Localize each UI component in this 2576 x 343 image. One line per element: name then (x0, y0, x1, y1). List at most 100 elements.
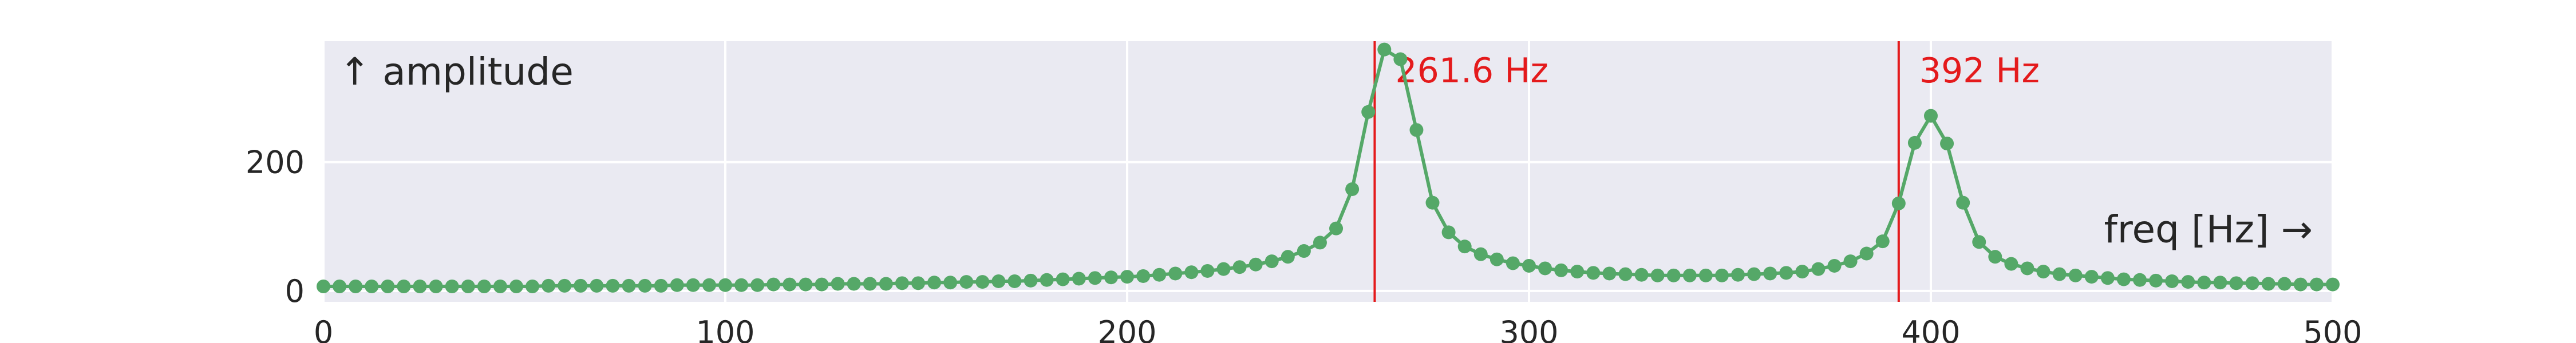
axis-tick-labels: 0 100 200 300 400 500 0 200 (246, 145, 2362, 343)
data-point (815, 277, 829, 292)
data-point (2277, 277, 2291, 291)
data-point (333, 279, 347, 293)
data-point (718, 278, 732, 292)
data-point (1731, 268, 1745, 282)
data-point (991, 274, 1006, 288)
x-tick-label: 0 (314, 314, 333, 343)
data-point (1779, 266, 1793, 280)
data-point (590, 278, 604, 293)
data-point (1313, 236, 1327, 250)
data-point (1040, 273, 1054, 287)
data-point (1843, 254, 1858, 269)
data-point (1811, 262, 1826, 276)
data-point (895, 276, 909, 290)
data-point (1152, 268, 1167, 282)
data-point (445, 279, 459, 293)
data-point (1586, 266, 1601, 280)
data-point (1457, 240, 1472, 254)
data-point (847, 277, 861, 291)
data-point (2309, 277, 2324, 292)
data-point (1024, 273, 1038, 288)
data-point (1056, 272, 1070, 286)
data-point (1393, 52, 1408, 66)
marker-label-1: 392 Hz (1919, 51, 2040, 91)
data-point (1249, 257, 1263, 272)
y-tick-label: 200 (246, 145, 305, 181)
data-point (1506, 256, 1520, 270)
data-point (2100, 271, 2115, 285)
data-point (1988, 250, 2002, 264)
x-tick-label: 500 (2303, 314, 2362, 343)
data-point (670, 278, 684, 292)
data-point (1940, 137, 1954, 151)
data-point (1200, 264, 1215, 278)
data-point (1072, 272, 1086, 286)
data-point (509, 279, 523, 293)
data-point (477, 279, 491, 293)
data-point (1795, 265, 1809, 279)
series-amplitude (317, 42, 2340, 293)
data-point (1763, 266, 1777, 281)
data-point (750, 278, 765, 292)
x-tick-label: 100 (696, 314, 754, 343)
data-point (2229, 276, 2243, 290)
data-point (1441, 225, 1456, 240)
x-tick-label: 200 (1097, 314, 1156, 343)
data-point (1329, 221, 1344, 236)
data-point (1104, 270, 1118, 285)
data-point (1088, 271, 1102, 285)
data-point (767, 277, 781, 292)
data-point (1345, 182, 1360, 196)
data-point (2084, 270, 2099, 284)
data-point (622, 278, 636, 293)
x-axis-label: freq [Hz] → (2104, 208, 2313, 252)
data-point (2036, 265, 2050, 279)
data-point (2004, 257, 2018, 271)
data-point (2197, 276, 2211, 290)
data-point (911, 276, 925, 290)
data-point (1216, 262, 1231, 276)
data-point (1682, 268, 1697, 282)
data-point (1875, 234, 1890, 249)
data-point (381, 279, 395, 293)
data-point (975, 275, 990, 289)
data-point (1972, 235, 1986, 249)
data-point (1008, 274, 1022, 288)
data-point (1714, 268, 1729, 282)
data-point (2149, 273, 2163, 288)
data-point (959, 275, 974, 289)
data-point (606, 278, 620, 293)
data-point (413, 279, 427, 293)
data-point (831, 277, 845, 291)
data-point (1554, 263, 1568, 277)
marker-label-0: 261.6 Hz (1395, 51, 1548, 91)
x-tick-label: 400 (1901, 314, 1960, 343)
data-point (638, 278, 652, 293)
data-point (734, 278, 749, 292)
data-point (654, 278, 668, 293)
data-point (2245, 276, 2259, 290)
data-point (2133, 273, 2147, 287)
data-point (542, 278, 556, 293)
data-point (1409, 123, 1424, 137)
data-point (1265, 254, 1279, 269)
data-point (1956, 196, 1970, 210)
data-point (1924, 109, 1938, 123)
data-point (1602, 266, 1617, 281)
data-point (2326, 277, 2340, 292)
y-axis-label: ↑ amplitude (339, 50, 574, 94)
data-point (2261, 277, 2275, 291)
data-point (2020, 261, 2034, 276)
data-point (1538, 261, 1552, 276)
data-point (1425, 196, 1440, 210)
data-point (1650, 268, 1665, 282)
data-point (1698, 268, 1713, 282)
data-point (397, 279, 411, 293)
data-point (1891, 196, 1906, 210)
data-point (1361, 105, 1376, 119)
data-point (558, 278, 572, 293)
data-point (1634, 268, 1649, 282)
data-point (1297, 244, 1311, 258)
data-point (1666, 268, 1681, 282)
data-point (2068, 268, 2083, 282)
